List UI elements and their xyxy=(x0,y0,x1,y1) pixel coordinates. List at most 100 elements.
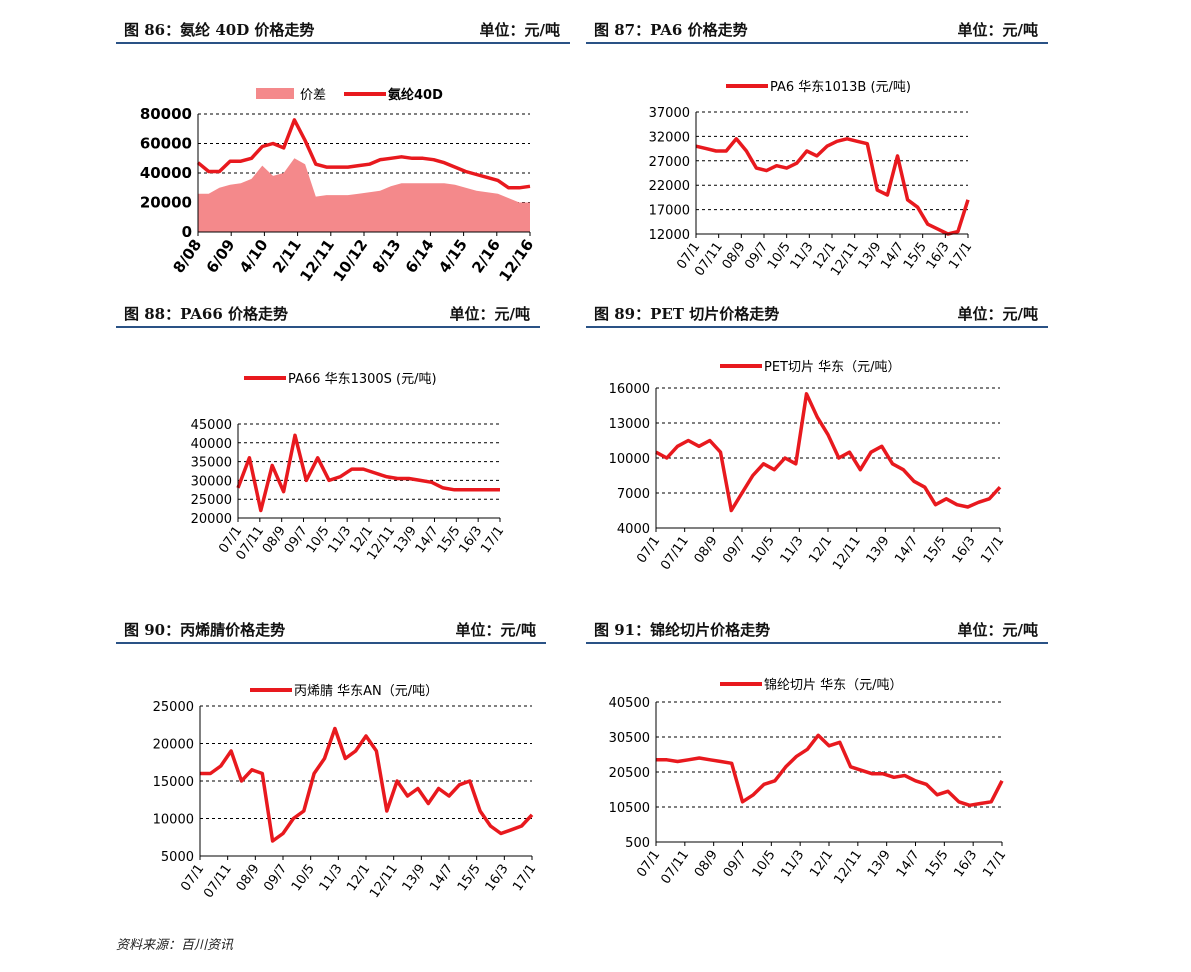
line-series xyxy=(655,392,1002,513)
panel-header: 图 87：PA6 价格走势 单位：元/吨 xyxy=(586,14,1048,44)
panel-title: 图 90：丙烯腈价格走势 xyxy=(124,621,286,639)
x-tick-label: 09/7 xyxy=(721,848,750,881)
line-series xyxy=(236,433,500,513)
y-tick-label: 0 xyxy=(182,223,192,241)
chart-90: 50001000015000200002500007/107/1108/909/… xyxy=(153,684,540,901)
x-tick-label: 12/11 xyxy=(367,862,401,901)
x-tick-label: 13/9 xyxy=(856,240,885,273)
x-tick-label: 8/13 xyxy=(369,236,405,276)
x-tick-label: 12/16 xyxy=(495,236,537,285)
panel-unit: 单位：元/吨 xyxy=(449,305,530,323)
y-tick-label: 10500 xyxy=(609,801,650,816)
y-tick-label: 22000 xyxy=(649,179,690,194)
x-tick-label: 13/9 xyxy=(400,862,429,895)
x-tick-label: 11/3 xyxy=(778,848,807,881)
x-tick-label: 11/3 xyxy=(317,862,346,895)
panel-header: 图 90：丙烯腈价格走势 单位：元/吨 xyxy=(116,614,546,644)
area-series-价差 xyxy=(198,158,530,232)
chart-panel-90: 图 90：丙烯腈价格走势 单位：元/吨 5000 10000 15000 20000 2… xyxy=(116,614,546,901)
chart-88: 20000250003000035000400004500007/107/110… xyxy=(191,372,508,563)
y-tick-label: 16000 xyxy=(609,382,650,397)
y-tick-label: 20000 xyxy=(140,194,192,212)
legend-label: 氨纶40D xyxy=(387,87,443,103)
panel-title: 图 91：锦纶切片价格走势 xyxy=(594,621,771,639)
x-tick-label: 11/3 xyxy=(325,524,354,557)
y-tick-label: 10000 xyxy=(153,813,194,828)
x-tick-label: 15/5 xyxy=(901,240,930,273)
y-tick-label: 25000 xyxy=(191,493,232,508)
x-tick-label: 14/7 xyxy=(892,534,921,567)
panel-title: 图 88：PA66 价格走势 xyxy=(124,305,289,323)
x-tick-label: 10/12 xyxy=(329,236,371,285)
y-tick-label: 40500 xyxy=(609,696,650,711)
x-tick-label: 13/9 xyxy=(864,534,893,567)
x-tick-label: 14/7 xyxy=(878,240,907,273)
x-tick-label: 08/9 xyxy=(692,534,721,567)
x-tick-label: 08/9 xyxy=(692,848,721,881)
x-tick-label: 12/11 xyxy=(296,236,338,285)
y-tick-label: 20000 xyxy=(191,512,232,527)
x-tick-label: 17/1 xyxy=(978,534,1007,567)
y-tick-label: 4000 xyxy=(617,522,650,537)
panel-unit: 单位：元/吨 xyxy=(479,21,560,39)
y-tick-label: 45000 xyxy=(191,418,232,433)
y-tick-label: 80000 xyxy=(140,105,192,123)
x-tick-label: 07/11 xyxy=(658,848,692,887)
panel-unit: 单位：元/吨 xyxy=(957,621,1038,639)
x-tick-label: 15/5 xyxy=(435,524,464,557)
x-tick-label: 6/09 xyxy=(203,236,239,276)
x-tick-label: 16/3 xyxy=(950,534,979,567)
x-tick-label: 14/7 xyxy=(413,524,442,557)
y-tick-label: 27000 xyxy=(649,155,690,170)
chart-panel-87: 图 87：PA6 价格走势 单位：元/吨 12000 17000 22000 2700… xyxy=(586,14,1048,284)
x-tick-label: 07/1 xyxy=(634,534,663,567)
x-tick-label: 09/7 xyxy=(720,534,749,567)
legend-label: 丙烯腈 华东AN（元/吨） xyxy=(294,684,438,699)
x-tick-label: 12/1 xyxy=(806,534,835,567)
x-tick-label: 13/9 xyxy=(865,848,894,881)
legend-label: 价差 xyxy=(300,88,326,103)
chart-panel-89: 图 89：PET 切片价格走势 单位：元/吨 4000 7000 10000 1300… xyxy=(586,298,1048,588)
y-tick-label: 15000 xyxy=(153,775,194,790)
x-tick-label: 15/5 xyxy=(923,848,952,881)
y-tick-label: 40000 xyxy=(191,437,232,452)
y-tick-label: 30500 xyxy=(609,731,650,746)
panel-title: 图 89：PET 切片价格走势 xyxy=(594,305,780,323)
panel-title: 图 87：PA6 价格走势 xyxy=(594,21,748,39)
y-tick-label: 7000 xyxy=(617,487,650,502)
x-tick-label: 10/5 xyxy=(765,240,794,273)
legend-label: 锦纶切片 华东（元/吨） xyxy=(764,678,903,693)
x-tick-label: 08/9 xyxy=(720,240,749,273)
x-tick-label: 16/3 xyxy=(456,524,485,557)
x-tick-label: 12/11 xyxy=(831,848,865,887)
legend-label: PA6 华东1013B (元/吨) xyxy=(770,80,911,95)
x-tick-label: 14/7 xyxy=(894,848,923,881)
line-series xyxy=(695,137,970,236)
x-tick-label: 11/3 xyxy=(788,240,817,273)
y-tick-label: 32000 xyxy=(649,130,690,145)
y-tick-label: 17000 xyxy=(649,204,690,219)
x-tick-label: 10/5 xyxy=(289,862,318,895)
y-tick-label: 20500 xyxy=(609,766,650,781)
y-tick-label: 40000 xyxy=(140,164,192,182)
x-tick-label: 10/5 xyxy=(750,848,779,881)
chart-86: 0200004000060000800008/086/094/102/1112/… xyxy=(140,87,537,285)
x-tick-label: 12/11 xyxy=(830,534,864,573)
panel-header: 图 88：PA66 价格走势 单位：元/吨 xyxy=(116,298,540,328)
panel-header: 图 89：PET 切片价格走势 单位：元/吨 xyxy=(586,298,1048,328)
chart-panel-88: 图 88：PA66 价格走势 单位：元/吨 20000 25000 30000 350… xyxy=(116,298,540,588)
x-tick-label: 17/1 xyxy=(478,524,507,557)
x-tick-label: 09/7 xyxy=(261,862,290,895)
y-tick-label: 5000 xyxy=(161,850,194,865)
y-tick-label: 13000 xyxy=(609,417,650,432)
x-tick-label: 13/9 xyxy=(391,524,420,557)
chart-91: 500 10500 20500 30500 40500 07/107/11 08/9 09/7… xyxy=(609,678,1010,887)
x-tick-label: 10/5 xyxy=(304,524,333,557)
x-tick-label: 15/5 xyxy=(455,862,484,895)
x-tick-label: 09/7 xyxy=(282,524,311,557)
panel-unit: 单位：元/吨 xyxy=(455,621,536,639)
y-tick-label: 35000 xyxy=(191,456,232,471)
chart-87: 12000170002200027000320003700007/107/110… xyxy=(649,80,976,279)
x-tick-label: 08/9 xyxy=(234,862,263,895)
y-tick-label: 12000 xyxy=(649,228,690,243)
